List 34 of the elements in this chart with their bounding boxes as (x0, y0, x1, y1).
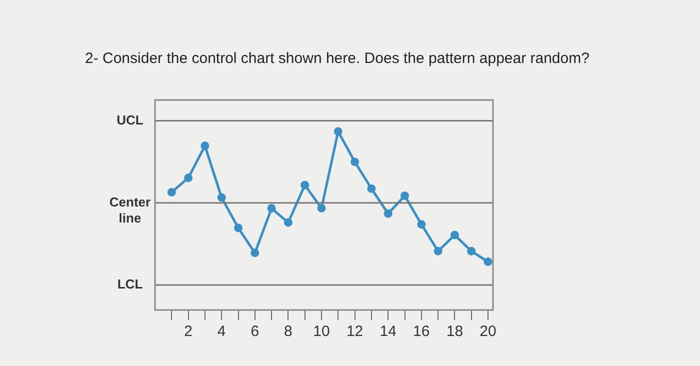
ref-line-label: LCL (117, 276, 143, 292)
point (400, 192, 410, 200)
point (284, 218, 292, 227)
x-tick-label: 14 (380, 323, 396, 340)
point (200, 142, 210, 150)
point (334, 127, 342, 136)
x-tick-label: 2 (184, 323, 192, 340)
point (467, 246, 476, 256)
point (250, 248, 260, 258)
ref-line-label: Center line (109, 194, 151, 226)
x-tick-label: 12 (346, 323, 364, 340)
x-tick-label: 4 (217, 323, 226, 340)
point (484, 258, 492, 266)
point (434, 246, 442, 256)
point (417, 220, 426, 229)
point (367, 184, 376, 193)
point (234, 224, 242, 232)
x-tick-label: 10 (313, 323, 330, 340)
chart-title: 2- Consider the control chart shown here. Does the pattern appear random? (85, 50, 590, 67)
point (300, 180, 310, 190)
ref-line-label: UCL (116, 112, 144, 128)
point (167, 188, 176, 196)
x-tick-label: 6 (250, 323, 260, 340)
point (217, 193, 226, 202)
x-tick-label: 18 (446, 323, 464, 340)
point (267, 204, 276, 213)
point (350, 158, 360, 166)
point (384, 209, 392, 218)
x-tick-label: 8 (284, 323, 292, 340)
x-tick-label: 16 (413, 323, 430, 340)
x-tick-label: 20 (480, 323, 496, 340)
point (450, 230, 459, 240)
point (317, 204, 326, 213)
point (184, 174, 193, 182)
